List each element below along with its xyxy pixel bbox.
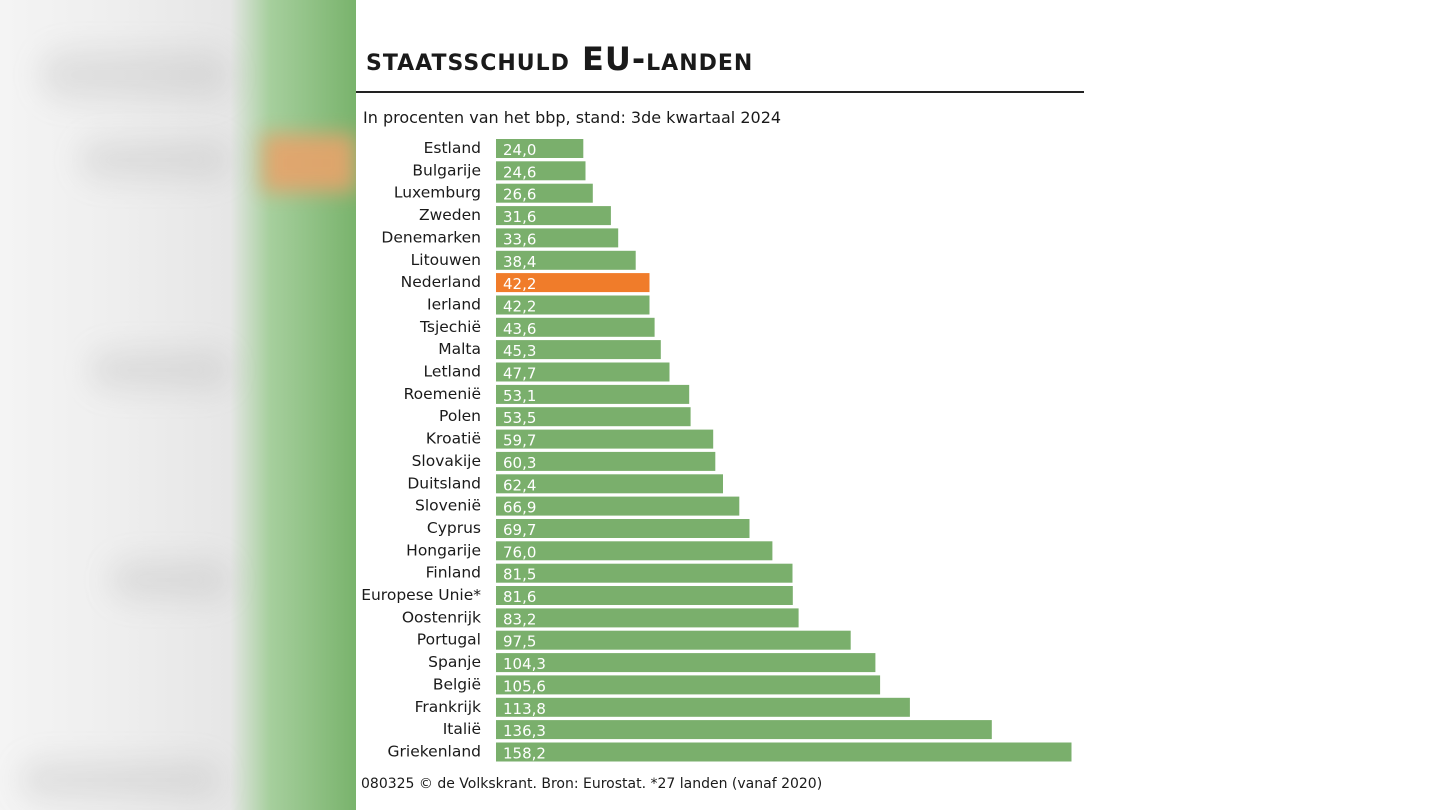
category-label: Portugal bbox=[417, 631, 481, 649]
category-label: Luxemburg bbox=[394, 184, 481, 202]
blurred-shape bbox=[90, 350, 230, 390]
bar bbox=[496, 183, 593, 203]
bar bbox=[496, 206, 611, 226]
bar bbox=[496, 496, 740, 516]
value-label: 60,3 bbox=[503, 454, 536, 472]
category-label: Hongarije bbox=[406, 541, 481, 559]
value-label: 66,9 bbox=[503, 499, 536, 517]
value-label: 104,3 bbox=[503, 655, 546, 673]
value-label: 83,2 bbox=[503, 610, 536, 628]
value-label: 38,4 bbox=[503, 253, 536, 271]
value-label: 53,1 bbox=[503, 387, 536, 405]
bar bbox=[496, 250, 636, 270]
value-label: 31,6 bbox=[503, 208, 536, 226]
value-label: 105,6 bbox=[503, 677, 546, 695]
category-label: Slovakije bbox=[412, 452, 481, 470]
bar bbox=[496, 630, 851, 650]
bar bbox=[496, 384, 690, 404]
value-label: 45,3 bbox=[503, 342, 536, 360]
bar bbox=[496, 429, 714, 449]
value-label: 26,6 bbox=[503, 186, 536, 204]
category-label: Litouwen bbox=[411, 251, 481, 269]
value-label: 136,3 bbox=[503, 722, 546, 740]
blurred-shape bbox=[80, 140, 230, 180]
blurred-shape bbox=[110, 560, 230, 600]
value-label: 62,4 bbox=[503, 476, 536, 494]
category-label: Roemenië bbox=[404, 385, 481, 403]
value-label: 158,2 bbox=[503, 745, 546, 763]
title-rule bbox=[356, 91, 1084, 93]
bar bbox=[496, 653, 876, 673]
bar bbox=[496, 295, 650, 315]
category-label: Nederland bbox=[401, 273, 481, 291]
category-label: Malta bbox=[438, 340, 481, 358]
blurred-highlight bbox=[262, 134, 356, 192]
category-label: Tsjechië bbox=[419, 318, 481, 336]
category-label: Denemarken bbox=[381, 228, 481, 246]
value-label: 33,6 bbox=[503, 230, 536, 248]
bar bbox=[496, 697, 910, 717]
bar bbox=[496, 139, 584, 158]
chart-subtitle: In procenten van het bbp, stand: 3de kwa… bbox=[363, 108, 782, 127]
value-label: 53,5 bbox=[503, 409, 536, 427]
category-label: Polen bbox=[439, 407, 481, 425]
value-label: 47,7 bbox=[503, 365, 536, 383]
category-label: Italië bbox=[443, 720, 481, 738]
bar bbox=[496, 608, 799, 628]
blurred-backdrop bbox=[0, 0, 356, 810]
chart-card: staatsschuld EU-landen In procenten van … bbox=[356, 0, 1084, 810]
value-label: 24,6 bbox=[503, 163, 536, 181]
category-label: Zweden bbox=[419, 206, 481, 224]
bar-chart: Estland 24,0 Bulgarije 24,6 Luxemburg 26,6 Zwe… bbox=[361, 139, 1072, 763]
bar bbox=[496, 474, 723, 494]
value-label: 43,6 bbox=[503, 320, 536, 338]
chart-source: 080325 © de Volkskrant. Bron: Eurostat. … bbox=[361, 776, 823, 792]
value-label: 69,7 bbox=[503, 521, 536, 539]
category-label: Slovenië bbox=[415, 497, 481, 515]
bar bbox=[496, 563, 793, 583]
value-label: 76,0 bbox=[503, 543, 536, 561]
bar-highlight bbox=[496, 273, 650, 293]
bar bbox=[496, 407, 691, 427]
bar bbox=[496, 720, 992, 740]
bar bbox=[496, 675, 881, 695]
category-label: België bbox=[433, 675, 481, 693]
category-label: Estland bbox=[424, 139, 481, 157]
bar bbox=[496, 317, 655, 337]
category-label: Cyprus bbox=[427, 519, 481, 537]
category-label: Kroatië bbox=[426, 430, 481, 448]
category-label: Griekenland bbox=[388, 743, 481, 761]
category-label: Oostenrijk bbox=[402, 608, 481, 626]
value-label: 113,8 bbox=[503, 700, 546, 718]
blurred-shape bbox=[40, 50, 230, 100]
category-label: Frankrijk bbox=[415, 698, 481, 716]
value-label: 42,2 bbox=[503, 275, 536, 293]
value-label: 97,5 bbox=[503, 633, 536, 651]
value-label: 59,7 bbox=[503, 432, 536, 450]
category-label: Spanje bbox=[428, 653, 481, 671]
category-label: Europese Unie* bbox=[361, 586, 481, 604]
bar bbox=[496, 451, 716, 471]
category-label: Duitsland bbox=[407, 474, 481, 492]
category-label: Ierland bbox=[427, 296, 481, 314]
bar bbox=[496, 362, 670, 382]
bar bbox=[496, 340, 661, 360]
right-backdrop bbox=[1084, 0, 1440, 810]
bar bbox=[496, 161, 586, 181]
bar bbox=[496, 519, 750, 538]
value-label: 24,0 bbox=[503, 141, 536, 159]
bar bbox=[496, 228, 619, 248]
bar bbox=[496, 586, 793, 605]
chart-title: staatsschuld EU-landen bbox=[366, 40, 754, 78]
bar bbox=[496, 541, 773, 561]
blurred-shape bbox=[20, 760, 220, 800]
bar bbox=[496, 742, 1072, 762]
category-label: Bulgarije bbox=[412, 161, 481, 179]
value-label: 81,5 bbox=[503, 566, 536, 584]
category-label: Letland bbox=[424, 363, 481, 381]
category-label: Finland bbox=[426, 564, 481, 582]
value-label: 81,6 bbox=[503, 588, 536, 606]
value-label: 42,2 bbox=[503, 298, 536, 316]
